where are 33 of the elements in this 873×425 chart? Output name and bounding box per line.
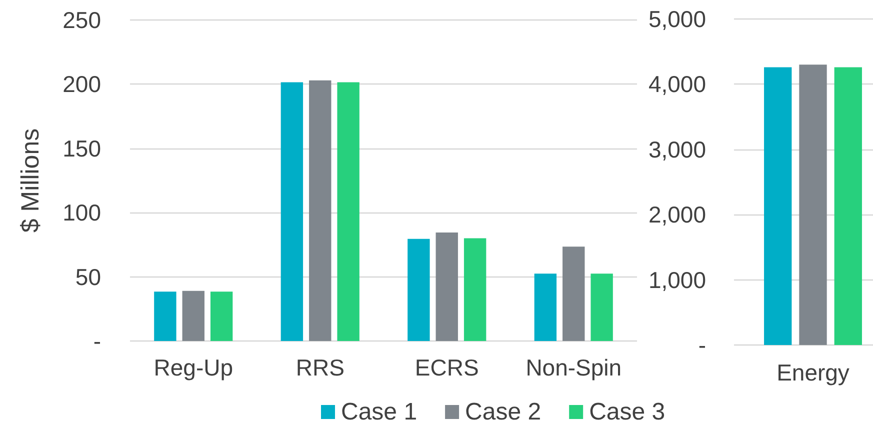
bar: [534, 274, 557, 341]
y-axis-title: $ Millions: [16, 128, 44, 233]
bar: [280, 82, 304, 341]
y-tick-label: 3,000: [648, 136, 706, 162]
bar: [408, 238, 430, 341]
x-tick-label: Energy: [776, 360, 850, 386]
legend-label: Case 1: [341, 398, 418, 425]
y-tick-label: -: [93, 328, 101, 354]
x-tick-label: Non-Spin: [526, 354, 622, 380]
bar: [210, 292, 233, 341]
legend-label: Case 2: [465, 398, 542, 425]
bar: [182, 290, 204, 341]
y-tick-label: 50: [75, 264, 101, 290]
x-tick-label: RRS: [296, 354, 344, 380]
bar: [562, 246, 585, 341]
y-tick-label: 1,000: [648, 266, 706, 293]
x-tick-label: Reg-Up: [154, 354, 234, 380]
bar: [309, 80, 332, 341]
y-tick-label: 150: [62, 135, 101, 162]
y-tick-label: 5,000: [648, 6, 706, 32]
y-tick-label: 250: [62, 7, 101, 33]
y-tick-label: -: [698, 332, 706, 358]
bar: [436, 232, 458, 341]
legend-label: Case 3: [589, 398, 666, 425]
bar: [337, 82, 360, 341]
y-tick-label: 2,000: [648, 202, 706, 228]
bar: [154, 292, 176, 341]
bar: [590, 274, 613, 341]
bar: [464, 238, 486, 341]
y-tick-label: 100: [62, 200, 101, 226]
y-tick-label: 200: [62, 71, 101, 98]
x-tick-label: ECRS: [414, 354, 479, 380]
y-tick-label: 4,000: [648, 71, 706, 98]
